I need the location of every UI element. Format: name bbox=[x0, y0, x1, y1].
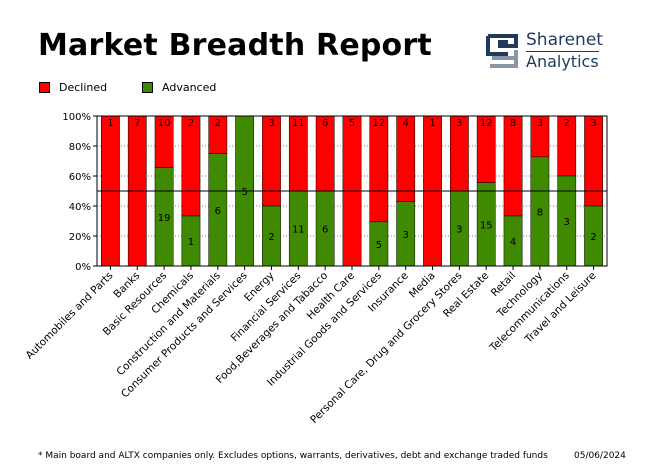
x-tick-label: Automobiles and Parts bbox=[24, 270, 116, 362]
data-label-advanced: 3 bbox=[564, 217, 570, 228]
data-label-advanced: 4 bbox=[510, 237, 516, 248]
data-label-advanced: 3 bbox=[402, 230, 408, 241]
data-label-declined: 2 bbox=[215, 118, 221, 129]
plot-frame bbox=[96, 115, 608, 267]
sharenet-logo-icon bbox=[486, 34, 518, 68]
data-label-declined: 12 bbox=[480, 118, 493, 129]
data-label-declined: 3 bbox=[590, 118, 596, 129]
bar-declined bbox=[584, 115, 603, 207]
data-label-declined: 3 bbox=[537, 118, 543, 129]
data-label-declined: 1 bbox=[429, 118, 435, 129]
bar-declined bbox=[181, 115, 201, 217]
data-label-advanced: 15 bbox=[480, 220, 493, 231]
footnote: * Main board and ALTX companies only. Ex… bbox=[38, 451, 548, 461]
sharenet-logo: Sharenet Analytics bbox=[486, 30, 616, 72]
data-label-declined: 4 bbox=[402, 118, 408, 129]
report-date: 05/06/2024 bbox=[574, 451, 626, 461]
data-label-advanced: 3 bbox=[456, 225, 462, 236]
market-breadth-chart: 0% 20% 40% 60% 80% 100% 1 Automobiles and Parts… bbox=[24, 112, 608, 426]
data-label-declined: 3 bbox=[268, 118, 274, 129]
y-tick-label: 100% bbox=[62, 112, 91, 123]
data-label-advanced: 11 bbox=[292, 225, 305, 236]
data-label-advanced: 6 bbox=[215, 206, 221, 217]
data-label-declined: 12 bbox=[372, 118, 385, 129]
data-label-advanced: 2 bbox=[590, 232, 596, 243]
data-label-declined: 1 bbox=[107, 118, 113, 129]
data-label-declined: 11 bbox=[292, 118, 305, 129]
data-label-advanced: 6 bbox=[322, 225, 328, 236]
data-label-declined: 2 bbox=[188, 118, 194, 129]
legend-label-advanced: Advanced bbox=[162, 81, 217, 94]
data-label-advanced: 5 bbox=[376, 240, 382, 251]
y-tick-label: 0% bbox=[75, 262, 91, 273]
data-label-advanced: 2 bbox=[268, 232, 274, 243]
bar-declined bbox=[369, 115, 389, 223]
data-label-advanced: 5 bbox=[241, 187, 247, 198]
data-label-declined: 10 bbox=[158, 118, 171, 129]
y-tick-label: 60% bbox=[69, 172, 91, 183]
data-label-advanced: 8 bbox=[537, 207, 543, 218]
legend-swatch-advanced bbox=[142, 82, 153, 93]
data-label-declined: 3 bbox=[456, 118, 462, 129]
page-title: Market Breadth Report bbox=[38, 28, 432, 63]
logo-name: Sharenet bbox=[526, 30, 603, 50]
data-label-advanced: 1 bbox=[188, 237, 194, 248]
data-label-declined: 5 bbox=[349, 118, 355, 129]
logo-subtitle: Analytics bbox=[526, 51, 599, 71]
bar-declined bbox=[503, 115, 523, 217]
bar-declined bbox=[262, 115, 281, 207]
y-tick-label: 20% bbox=[69, 232, 91, 243]
data-label-declined: 2 bbox=[564, 118, 570, 129]
data-label-declined: 8 bbox=[510, 118, 516, 129]
legend-label-declined: Declined bbox=[59, 81, 108, 94]
y-tick-label: 80% bbox=[69, 142, 91, 153]
data-label-declined: 6 bbox=[322, 118, 328, 129]
data-label-declined: 7 bbox=[134, 118, 140, 129]
y-tick-label: 40% bbox=[69, 202, 91, 213]
legend-swatch-declined bbox=[39, 82, 50, 93]
data-label-advanced: 19 bbox=[158, 213, 171, 224]
